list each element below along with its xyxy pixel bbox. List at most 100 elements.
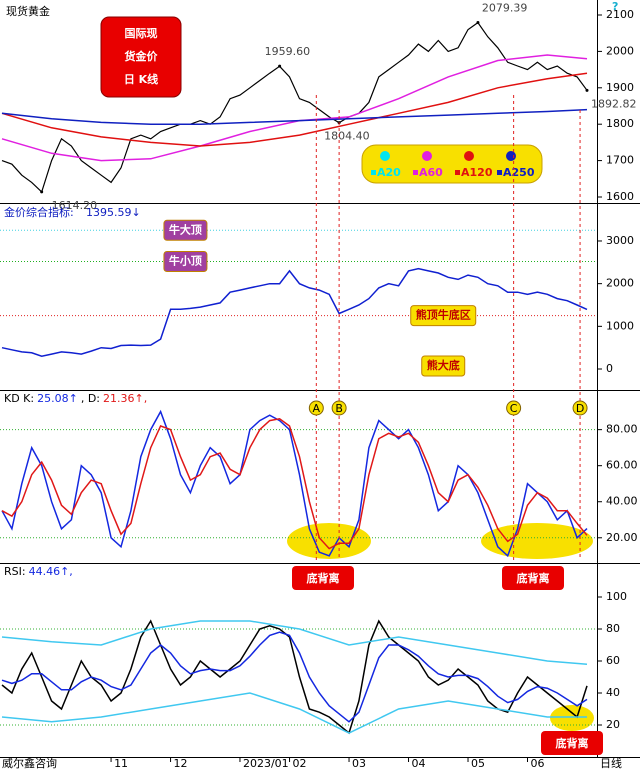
y-tick-label: 1800 — [606, 117, 634, 130]
y-tick-label: 80.00 — [606, 423, 638, 436]
y-tick-label: 1900 — [606, 81, 634, 94]
x-tick-label: 02 — [293, 757, 307, 770]
annotation-label: 牛大顶 — [169, 222, 202, 236]
annotation-label: 熊顶牛底区 — [416, 308, 471, 322]
y-tick-label: 1000 — [606, 319, 634, 332]
annotation-point — [585, 88, 589, 92]
series-line — [1, 692, 587, 734]
divergence-box — [292, 566, 354, 590]
y-tick-label: 1700 — [606, 154, 634, 167]
indicator-label: , D: — [81, 392, 100, 405]
marker-badge — [331, 400, 347, 416]
annotation-label: 1804.40 — [324, 130, 370, 143]
x-tick-label: 12 — [174, 757, 188, 770]
y-tick-label: 20.00 — [606, 531, 638, 544]
marker-label: C — [510, 402, 518, 415]
series-line — [1, 108, 588, 125]
y-tick-label: 80 — [606, 622, 620, 635]
annotation-label: 熊大底 — [427, 358, 460, 372]
marker-badge — [506, 400, 522, 416]
annotation-point — [476, 20, 480, 24]
marker-label: D — [576, 402, 584, 415]
series-line — [1, 619, 588, 735]
legend-label: A60 — [419, 166, 443, 179]
highlight — [481, 523, 593, 559]
y-tick-label: 20 — [606, 718, 620, 731]
annotation-box — [410, 305, 477, 327]
marker-badge — [572, 400, 588, 416]
divergence-label: 底背离 — [556, 736, 589, 750]
series-line — [1, 267, 588, 357]
legend-square — [413, 170, 418, 175]
annotation-point — [278, 64, 282, 68]
legend-square — [371, 170, 376, 175]
annotation-label: 2079.39 — [482, 1, 528, 14]
y-tick-label: 2100 — [606, 8, 634, 21]
badge-text: 日 K线 — [124, 72, 158, 86]
legend-swatch — [380, 151, 390, 161]
marker-label: B — [335, 402, 343, 415]
annotation-box — [421, 355, 466, 377]
legend-label: A20 — [377, 166, 401, 179]
indicator-label: KD K: — [4, 392, 34, 405]
x-tick-label: 04 — [412, 757, 426, 770]
annotation-box — [163, 250, 208, 272]
annotation-label: 牛小顶 — [169, 253, 202, 267]
y-tick-label: 60 — [606, 654, 620, 667]
y-tick-label: 60.00 — [606, 459, 638, 472]
chart-title: 现货黄金 — [6, 4, 50, 18]
x-tick-label: 05 — [471, 757, 485, 770]
y-tick-label: 0 — [606, 362, 613, 375]
indicator-label: 金价综合指标: — [4, 205, 74, 219]
divergence-box — [502, 566, 564, 590]
y-tick-label: 2000 — [606, 44, 634, 57]
highlight — [550, 705, 594, 731]
series-line — [1, 21, 588, 193]
marker-badge — [308, 400, 324, 416]
indicator-label: 21.36↑, — [103, 392, 147, 405]
divergence-label: 底背离 — [517, 571, 550, 585]
legend-square — [497, 170, 502, 175]
indicator-label: 44.46↑, — [29, 565, 73, 578]
legend-swatch — [506, 151, 516, 161]
y-tick-label: 3000 — [606, 234, 634, 247]
badge-box — [100, 16, 182, 98]
y-tick-label: 1600 — [606, 190, 634, 203]
y-tick-label: 100 — [606, 590, 627, 603]
source-label: 威尔鑫咨询 — [2, 756, 57, 770]
series-line — [1, 72, 588, 147]
indicator-icon: ? — [612, 0, 618, 13]
x-tick-label: 03 — [352, 757, 366, 770]
annotation-label: 1892.82 — [591, 97, 637, 110]
y-tick-label: 40.00 — [606, 495, 638, 508]
series-line — [1, 418, 588, 550]
legend-label: A120 — [461, 166, 493, 179]
annotation-label: 1614.20 — [52, 199, 98, 212]
indicator-value: 1395.59↓ — [86, 206, 141, 219]
marker-label: A — [313, 402, 321, 415]
series-line — [1, 631, 588, 723]
y-tick-label: 40 — [606, 686, 620, 699]
indicator-label: RSI: — [4, 565, 26, 578]
series-line — [1, 409, 588, 558]
legend-swatch — [464, 151, 474, 161]
x-tick-label: 06 — [531, 757, 545, 770]
x-tick-label: 11 — [114, 757, 128, 770]
annotation-label: 1959.60 — [265, 45, 311, 58]
badge-text: 国际现 — [125, 26, 158, 40]
annotation-point — [40, 190, 44, 194]
divergence-box — [541, 731, 603, 755]
legend-swatch — [422, 151, 432, 161]
annotation-box — [163, 219, 208, 241]
legend-label: A250 — [503, 166, 535, 179]
highlight — [287, 523, 371, 559]
series-line — [1, 620, 588, 665]
divergence-label: 底背离 — [307, 571, 340, 585]
period-label: 日线 — [600, 756, 622, 770]
legend-square — [455, 170, 460, 175]
indicator-label: 25.08↑ — [37, 392, 78, 405]
y-tick-label: 2000 — [606, 277, 634, 290]
